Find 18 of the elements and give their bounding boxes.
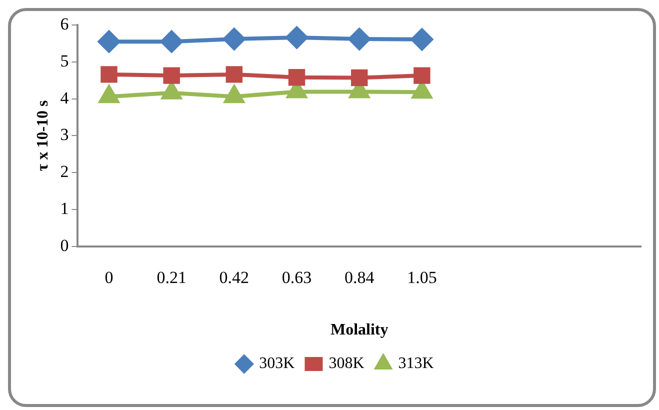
legend-label: 313K — [398, 355, 434, 372]
x-tick-label: 0 — [104, 268, 114, 288]
y-tick-label: 1 — [60, 198, 69, 218]
y-tick-label: 6 — [60, 14, 69, 34]
legend-label: 303K — [259, 355, 296, 372]
y-tick-label: 2 — [60, 162, 69, 182]
y-tick-label: 4 — [60, 88, 70, 108]
x-tick-label: 1.05 — [407, 268, 437, 288]
y-axis-title: τ x 10-10 s — [34, 100, 52, 172]
x-tick-label: 0.21 — [156, 268, 186, 288]
legend-label: 308K — [328, 355, 365, 372]
x-tick-label: 0.42 — [219, 268, 250, 288]
x-tick-label: 0.63 — [282, 268, 312, 288]
y-tick-label: 0 — [60, 236, 69, 255]
x-tick-label: 0.84 — [344, 268, 375, 288]
y-tick-label: 5 — [60, 51, 69, 70]
x-axis-title: Molality — [330, 322, 388, 339]
y-tick-label: 3 — [60, 125, 69, 144]
